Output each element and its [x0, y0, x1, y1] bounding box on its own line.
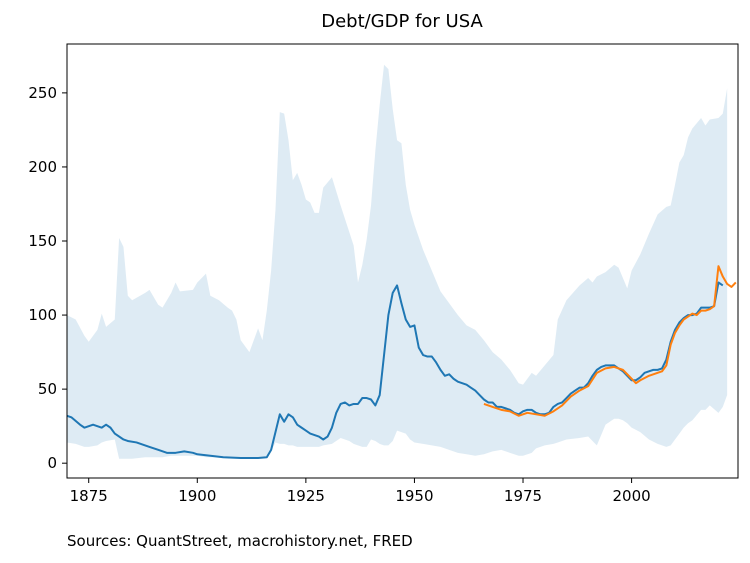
y-tick-label: 250: [28, 84, 57, 102]
y-tick-label: 200: [28, 158, 57, 176]
x-tick-label: 1975: [504, 487, 542, 505]
range-band: [67, 64, 728, 459]
x-tick-label: 2000: [613, 487, 651, 505]
x-tick-label: 1925: [287, 487, 325, 505]
series-line: [66, 281, 724, 460]
x-tick-label: 1900: [178, 487, 216, 505]
x-tick-label: 1875: [70, 487, 108, 505]
plot-frame: [66, 43, 739, 479]
y-tick-label: 100: [28, 306, 57, 324]
y-tick-label: 0: [47, 454, 57, 472]
y-tick-label: 150: [28, 232, 57, 250]
source-note: Sources: QuantStreet, macrohistory.net, …: [67, 532, 413, 550]
x-tick-label: 1950: [395, 487, 433, 505]
chart-title: Debt/GDP for USA: [321, 11, 483, 32]
series-line: [483, 265, 737, 417]
y-tick-label: 50: [38, 380, 57, 398]
